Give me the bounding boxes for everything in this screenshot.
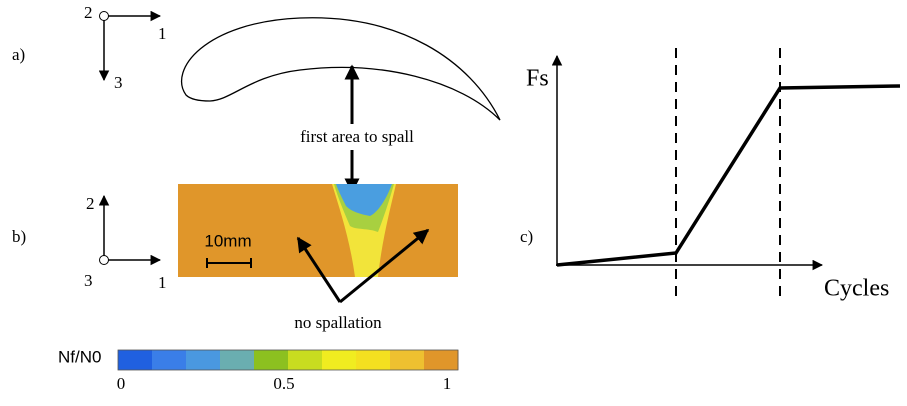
airfoil — [181, 17, 501, 121]
colorbar-segment — [288, 350, 323, 370]
axis-label: 1 — [158, 273, 167, 292]
panel-label: b) — [12, 227, 26, 246]
x-label: Cycles — [824, 276, 889, 302]
annotation: no spallation — [294, 313, 382, 332]
colorbar-segment — [390, 350, 425, 370]
colorbar-tick-label: 0 — [117, 374, 126, 393]
spall-map — [178, 184, 458, 277]
colorbar-tick-label: 1 — [443, 374, 452, 393]
colorbar-segment — [186, 350, 221, 370]
scale-label: 10mm — [204, 231, 251, 250]
axis-label: 3 — [114, 73, 123, 92]
panel-a: a) 2 1 3 first area to spall — [12, 3, 501, 194]
arrow — [339, 228, 430, 304]
spall-region — [336, 184, 392, 216]
y-label: Fs — [526, 66, 549, 92]
axis-label: 2 — [86, 194, 95, 213]
panel-c: c) Fs Cycles — [520, 48, 901, 302]
curve — [556, 84, 901, 267]
colorbar-segment — [220, 350, 255, 370]
colorbar-frame — [117, 349, 459, 371]
arrow — [296, 236, 342, 303]
colorbar-segment — [356, 350, 391, 370]
axis-origin — [99, 255, 109, 265]
panel-label: c) — [520, 227, 533, 246]
axis-label: 3 — [84, 271, 93, 290]
colorbar-segment — [322, 350, 357, 370]
panel-b: b) 2 3 1 10mm no spallation — [12, 184, 458, 332]
colorbar-segment — [118, 350, 153, 370]
scale-bar — [206, 258, 252, 268]
panel-label: a) — [12, 45, 25, 64]
axis-label: 1 — [158, 24, 167, 43]
colorbar-segment — [152, 350, 187, 370]
colorbar-label: Nf/N0 — [58, 347, 101, 366]
colorbar-tick-label: 0.5 — [273, 374, 294, 393]
colorbar: Nf/N0 0 0.5 1 — [58, 347, 459, 393]
axis-origin — [99, 11, 109, 21]
axis-label: 2 — [84, 3, 93, 22]
colorbar-segment — [424, 350, 459, 370]
annotation: first area to spall — [300, 127, 414, 146]
colorbar-segment — [254, 350, 289, 370]
